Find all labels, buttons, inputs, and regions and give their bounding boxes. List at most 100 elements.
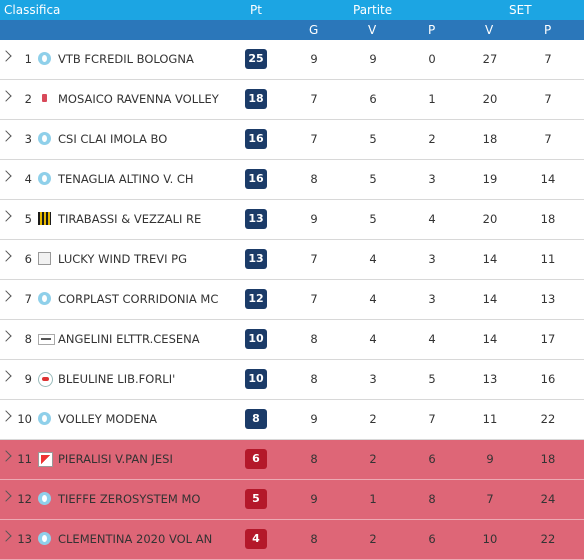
points-badge: 13 [245, 209, 267, 229]
water-drop-icon [38, 52, 51, 65]
chevron-right-icon[interactable] [0, 250, 12, 262]
chevron-right-icon[interactable] [0, 50, 12, 62]
games-played: 7 [310, 292, 318, 306]
chevron-right-icon[interactable] [0, 290, 12, 302]
position-number: 12 [17, 492, 32, 506]
chevron-right-icon[interactable] [0, 530, 12, 542]
sets-lost: 17 [540, 332, 556, 346]
table-row[interactable]: 9 BLEULINE LIB.FORLI' 10 8 3 5 13 16 [0, 360, 584, 400]
sets-won: 20 [482, 92, 498, 106]
losses: 7 [428, 412, 436, 426]
losses: 4 [428, 332, 436, 346]
sets-won: 7 [486, 492, 494, 506]
wins: 5 [369, 172, 377, 186]
wins: 5 [369, 132, 377, 146]
broken-image-icon [38, 252, 51, 265]
table-row[interactable]: 5 TIRABASSI & VEZZALI RE 13 9 5 4 20 18 [0, 200, 584, 240]
points-badge: 13 [245, 249, 267, 269]
team-name: TENAGLIA ALTINO V. CH [58, 172, 194, 186]
position-number: 2 [24, 92, 32, 106]
sets-lost: 14 [540, 172, 556, 186]
water-drop-icon [38, 132, 51, 145]
points-badge: 5 [245, 489, 267, 509]
points-badge: 10 [245, 329, 267, 349]
sets-won: 14 [482, 292, 498, 306]
position-number: 7 [24, 292, 32, 306]
games-played: 7 [310, 132, 318, 146]
points-header: Pt [250, 3, 262, 17]
shield-logo-icon [38, 92, 51, 105]
team-name: TIEFFE ZEROSYSTEM MO [58, 492, 201, 506]
points-badge: 6 [245, 449, 267, 469]
table-row[interactable]: 2 MOSAICO RAVENNA VOLLEY 18 7 6 1 20 7 [0, 80, 584, 120]
chevron-right-icon[interactable] [0, 90, 12, 102]
sets-lost: 22 [540, 412, 556, 426]
position-number: 3 [24, 132, 32, 146]
points-badge: 16 [245, 169, 267, 189]
chevron-right-icon[interactable] [0, 410, 12, 422]
sets-lost-header: P [544, 23, 552, 37]
chevron-right-icon[interactable] [0, 330, 12, 342]
games-played: 9 [310, 212, 318, 226]
table-row[interactable]: 8 ANGELINI ELTTR.CESENA 10 8 4 4 14 17 [0, 320, 584, 360]
table-row[interactable]: 10 VOLLEY MODENA 8 9 2 7 11 22 [0, 400, 584, 440]
table-row[interactable]: 3 CSI CLAI IMOLA BO 16 7 5 2 18 7 [0, 120, 584, 160]
table-row[interactable]: 1 VTB FCREDIL BOLOGNA 25 9 9 0 27 7 [0, 40, 584, 80]
team-name: PIERALISI V.PAN JESI [58, 452, 173, 466]
chevron-right-icon[interactable] [0, 170, 12, 182]
sets-won: 18 [482, 132, 498, 146]
chevron-right-icon[interactable] [0, 490, 12, 502]
sets-lost: 11 [540, 252, 556, 266]
table-row[interactable]: 6 LUCKY WIND TREVI PG 13 7 4 3 14 11 [0, 240, 584, 280]
sets-won: 10 [482, 532, 498, 546]
card-logo-icon [38, 452, 53, 467]
classifica-header: Classifica [4, 3, 61, 17]
sets-won: 9 [486, 452, 494, 466]
sets-lost: 7 [544, 92, 552, 106]
points-badge: 12 [245, 289, 267, 309]
wins: 5 [369, 212, 377, 226]
position-number: 6 [24, 252, 32, 266]
losses: 1 [428, 92, 436, 106]
position-number: 10 [17, 412, 32, 426]
position-number: 9 [24, 372, 32, 386]
table-row[interactable]: 7 CORPLAST CORRIDONIA MC 12 7 4 3 14 13 [0, 280, 584, 320]
table-row[interactable]: 11 PIERALISI V.PAN JESI 6 8 2 6 9 18 [0, 440, 584, 480]
sets-lost: 24 [540, 492, 556, 506]
position-number: 13 [17, 532, 32, 546]
losses: 6 [428, 532, 436, 546]
water-drop-icon [38, 172, 51, 185]
table-row[interactable]: 13 CLEMENTINA 2020 VOL AN 4 8 2 6 10 22 [0, 520, 584, 560]
team-name: VOLLEY MODENA [58, 412, 158, 426]
games-played: 9 [310, 52, 318, 66]
losses: 3 [428, 292, 436, 306]
table-row[interactable]: 12 TIEFFE ZEROSYSTEM MO 5 9 1 8 7 24 [0, 480, 584, 520]
wins: 4 [369, 252, 377, 266]
losses: 3 [428, 252, 436, 266]
sets-won-header: V [485, 23, 494, 37]
header-row-sub: G V P V P [0, 20, 584, 40]
position-number: 11 [17, 452, 32, 466]
position-number: 1 [24, 52, 32, 66]
games-header: G [309, 23, 319, 37]
sets-won: 13 [482, 372, 498, 386]
games-played: 8 [310, 372, 318, 386]
games-played: 7 [310, 92, 318, 106]
table-row[interactable]: 4 TENAGLIA ALTINO V. CH 16 8 5 3 19 14 [0, 160, 584, 200]
chevron-right-icon[interactable] [0, 450, 12, 462]
losses-header: P [428, 23, 436, 37]
team-name: MOSAICO RAVENNA VOLLEY [58, 92, 219, 106]
chevron-right-icon[interactable] [0, 370, 12, 382]
games-played: 9 [310, 412, 318, 426]
sets-won: 11 [482, 412, 498, 426]
losses: 8 [428, 492, 436, 506]
chevron-right-icon[interactable] [0, 130, 12, 142]
sets-lost: 16 [540, 372, 556, 386]
chevron-right-icon[interactable] [0, 210, 12, 222]
water-drop-icon [38, 292, 51, 305]
wins: 4 [369, 332, 377, 346]
team-name: ANGELINI ELTTR.CESENA [58, 332, 200, 346]
losses: 4 [428, 212, 436, 226]
header-row-top: Classifica Pt Partite SET [0, 0, 584, 20]
